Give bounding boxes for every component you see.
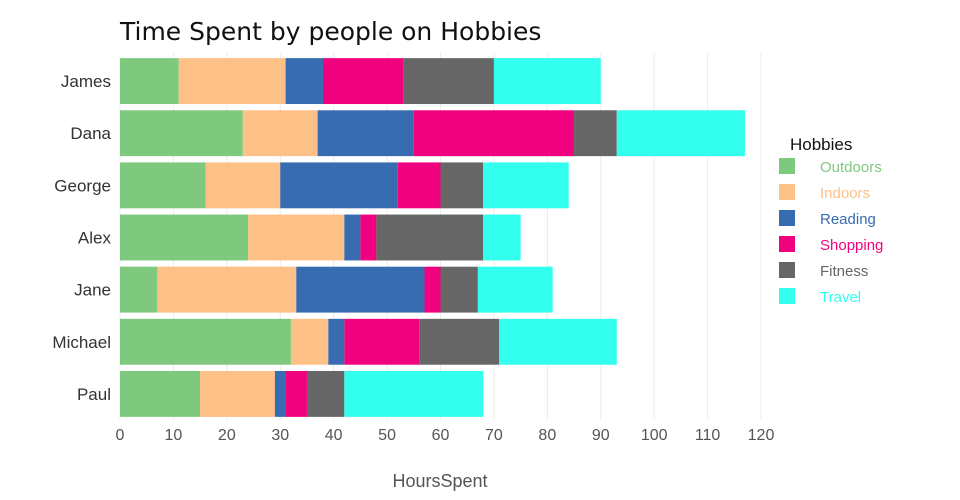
bar-segment-outdoors — [120, 266, 158, 313]
bar-segment-fitness — [376, 214, 484, 261]
bar-segment-shopping — [397, 162, 441, 209]
bars — [120, 58, 745, 417]
legend-label: Travel — [820, 289, 861, 306]
y-tick-label: Michael — [52, 333, 111, 352]
x-tick-label: 20 — [218, 427, 236, 444]
bar-segment-shopping — [413, 110, 575, 157]
bar-segment-shopping — [322, 58, 404, 105]
y-tick-label: James — [61, 72, 111, 91]
bar-segment-indoors — [178, 58, 286, 105]
bar-segment-outdoors — [120, 110, 243, 157]
x-tick-label: 50 — [378, 427, 396, 444]
chart-title: Time Spent by people on Hobbies — [119, 17, 541, 46]
bar-segment-shopping — [360, 214, 377, 261]
y-tick-label: Alex — [78, 229, 112, 248]
x-tick-label: 30 — [271, 427, 289, 444]
x-tick-label: 120 — [748, 427, 775, 444]
bar-segment-travel — [477, 266, 553, 313]
y-tick-labels: James Dana George Alex Jane Michael Paul — [52, 72, 111, 404]
x-tick-label: 110 — [695, 427, 721, 444]
bar-segment-fitness — [440, 266, 478, 313]
legend-swatch — [779, 210, 795, 226]
bar-segment-travel — [616, 110, 745, 157]
legend-swatch — [779, 236, 795, 252]
bar-segment-travel — [483, 214, 521, 261]
x-tick-label: 0 — [116, 427, 125, 444]
legend-swatch — [779, 288, 795, 304]
bar-segment-fitness — [574, 110, 617, 157]
bar-segment-fitness — [440, 162, 484, 209]
bar-segment-indoors — [290, 318, 329, 365]
legend: Hobbies Outdoors Indoors Reading Shopping Fi… — [779, 135, 883, 306]
x-tick-label: 60 — [432, 427, 450, 444]
legend-label: Fitness — [820, 263, 868, 280]
x-tick-label: 90 — [592, 427, 610, 444]
bar-segment-indoors — [205, 162, 281, 209]
bar-segment-reading — [274, 370, 286, 417]
legend-label: Indoors — [820, 185, 870, 202]
bar-segment-reading — [328, 318, 345, 365]
bar-segment-travel — [499, 318, 617, 365]
x-tick-label: 10 — [165, 427, 183, 444]
x-tick-label: 40 — [325, 427, 343, 444]
legend-swatch — [779, 158, 795, 174]
bar-segment-shopping — [285, 370, 307, 417]
y-tick-label: Jane — [74, 281, 111, 300]
legend-label: Reading — [820, 211, 876, 228]
bar-segment-indoors — [157, 266, 297, 313]
bar-segment-outdoors — [120, 318, 291, 365]
bar-segment-outdoors — [120, 162, 206, 209]
bar-segment-travel — [344, 370, 484, 417]
bar-segment-fitness — [306, 370, 345, 417]
legend-title: Hobbies — [790, 135, 852, 154]
y-tick-label: George — [54, 176, 111, 195]
x-tick-labels: 0 10 20 30 40 50 60 70 80 90 100 110 120 — [116, 427, 775, 444]
bar-segment-shopping — [424, 266, 441, 313]
bar-segment-reading — [296, 266, 425, 313]
bar-segment-fitness — [419, 318, 500, 365]
x-tick-label: 70 — [485, 427, 503, 444]
bar-segment-shopping — [344, 318, 420, 365]
bar-segment-travel — [493, 58, 601, 105]
bar-segment-reading — [285, 58, 323, 105]
bar-segment-indoors — [200, 370, 275, 417]
legend-label: Outdoors — [820, 159, 882, 176]
x-axis-title: HoursSpent — [392, 471, 487, 491]
bar-segment-reading — [280, 162, 398, 209]
bar-segment-outdoors — [120, 370, 201, 417]
x-tick-label: 100 — [641, 427, 668, 444]
y-tick-label: Paul — [77, 385, 111, 404]
legend-swatch — [779, 262, 795, 278]
bar-segment-outdoors — [120, 58, 179, 105]
legend-label: Shopping — [820, 237, 883, 254]
bar-segment-fitness — [403, 58, 494, 105]
legend-swatch — [779, 184, 795, 200]
bar-segment-indoors — [248, 214, 345, 261]
y-tick-label: Dana — [70, 124, 111, 143]
bar-segment-travel — [483, 162, 569, 209]
bar-segment-indoors — [242, 110, 318, 157]
x-tick-label: 80 — [538, 427, 556, 444]
bar-segment-reading — [317, 110, 414, 157]
bar-segment-reading — [344, 214, 361, 261]
bar-segment-outdoors — [120, 214, 249, 261]
